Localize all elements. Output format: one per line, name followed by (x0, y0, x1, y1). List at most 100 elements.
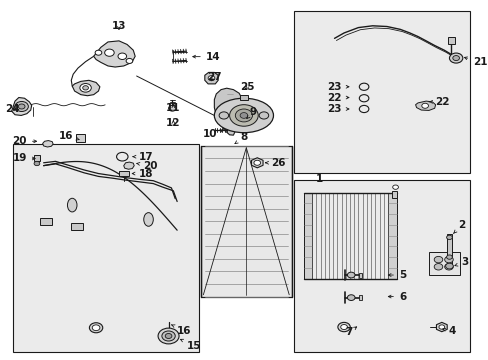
Text: 19: 19 (13, 153, 35, 163)
Circle shape (346, 272, 354, 278)
Polygon shape (251, 158, 263, 168)
Polygon shape (436, 322, 447, 332)
Circle shape (346, 295, 354, 301)
Text: 23: 23 (326, 82, 348, 92)
Text: 8: 8 (235, 132, 247, 144)
Polygon shape (415, 101, 435, 111)
Polygon shape (123, 162, 134, 169)
Bar (34, 155, 40, 161)
Circle shape (259, 112, 268, 119)
Polygon shape (204, 72, 218, 84)
Text: 17: 17 (133, 152, 153, 162)
Text: 16: 16 (171, 325, 191, 336)
Bar (71, 223, 82, 230)
Text: 10: 10 (203, 129, 223, 139)
Bar (391, 191, 396, 198)
Text: 12: 12 (166, 118, 180, 128)
Text: 18: 18 (132, 168, 153, 179)
Circle shape (337, 322, 349, 332)
Circle shape (34, 161, 40, 166)
Circle shape (452, 55, 459, 60)
Bar (240, 95, 247, 100)
Text: 21: 21 (464, 57, 487, 67)
Circle shape (235, 109, 252, 122)
Circle shape (444, 264, 452, 270)
Ellipse shape (67, 198, 77, 212)
Text: 24: 24 (5, 104, 20, 114)
Bar (40, 218, 52, 225)
Circle shape (444, 256, 452, 263)
Text: 25: 25 (240, 82, 254, 92)
Bar (428, 252, 459, 275)
Text: 1: 1 (315, 174, 322, 184)
Text: 22: 22 (326, 93, 348, 103)
Text: 13: 13 (111, 21, 126, 31)
Text: 16: 16 (59, 131, 79, 140)
Text: 20: 20 (12, 136, 37, 146)
Bar (303, 193, 311, 279)
Text: 23: 23 (326, 104, 348, 114)
Text: 20: 20 (137, 161, 157, 171)
Circle shape (104, 49, 114, 56)
Circle shape (208, 76, 214, 81)
Text: 4: 4 (442, 326, 455, 336)
Text: 2: 2 (453, 220, 465, 233)
Circle shape (240, 113, 247, 118)
Text: 26: 26 (265, 158, 285, 168)
Bar (13, 144, 198, 352)
Text: 3: 3 (454, 257, 467, 267)
Circle shape (446, 255, 451, 259)
Circle shape (253, 160, 260, 165)
Bar (119, 171, 129, 176)
Circle shape (438, 325, 444, 329)
Circle shape (168, 105, 176, 111)
Polygon shape (42, 140, 53, 147)
Polygon shape (72, 80, 100, 96)
Circle shape (118, 53, 126, 59)
Circle shape (446, 235, 451, 239)
Text: 11: 11 (166, 103, 180, 113)
Circle shape (448, 53, 462, 63)
Circle shape (158, 328, 179, 344)
Bar (359, 273, 362, 278)
Circle shape (15, 102, 28, 112)
Circle shape (421, 103, 427, 108)
Circle shape (162, 331, 175, 341)
Circle shape (89, 323, 102, 333)
Circle shape (433, 256, 442, 263)
Text: 5: 5 (387, 270, 406, 280)
Circle shape (433, 264, 442, 270)
Circle shape (165, 333, 172, 338)
Circle shape (19, 104, 25, 109)
Circle shape (126, 58, 133, 63)
Circle shape (219, 112, 228, 119)
Bar (293, 180, 469, 352)
Bar (76, 134, 84, 142)
Bar (446, 234, 451, 268)
Polygon shape (214, 88, 244, 135)
Bar (447, 37, 454, 44)
Circle shape (92, 325, 100, 330)
Text: 15: 15 (180, 339, 201, 351)
Text: 7: 7 (345, 327, 356, 337)
Text: 14: 14 (192, 51, 220, 62)
Text: 27: 27 (206, 72, 221, 82)
Bar (359, 295, 362, 300)
Ellipse shape (143, 213, 153, 226)
Bar (387, 193, 396, 279)
Bar (293, 12, 469, 173)
Circle shape (80, 84, 91, 92)
Circle shape (229, 105, 258, 126)
Text: 9: 9 (246, 107, 257, 118)
Circle shape (82, 86, 88, 90)
Circle shape (392, 185, 398, 189)
Circle shape (340, 324, 346, 329)
Polygon shape (94, 41, 135, 67)
Circle shape (95, 50, 102, 55)
Ellipse shape (214, 98, 273, 133)
Circle shape (445, 263, 452, 269)
Text: 22: 22 (428, 97, 448, 107)
Polygon shape (12, 98, 32, 116)
Bar (201, 146, 291, 297)
Text: 6: 6 (387, 292, 406, 302)
